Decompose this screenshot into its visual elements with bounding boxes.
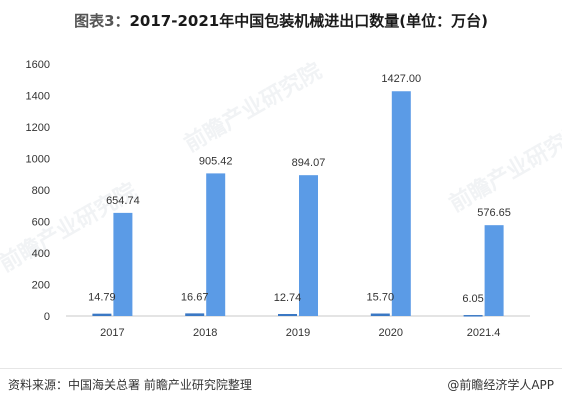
- data-label-series-2: 654.74: [106, 195, 140, 207]
- bar-series-1-2018: [185, 313, 205, 316]
- y-tick-label: 400: [32, 248, 50, 260]
- data-label-series-1: 12.74: [274, 292, 302, 304]
- data-label-series-2: 1427.00: [381, 73, 421, 85]
- data-label-series-2: 894.07: [292, 157, 326, 169]
- bar-series-2-2019: [299, 175, 318, 316]
- chart-title-text: 2017-2021年中国包装机械进出口数量(单位：万台): [129, 12, 488, 30]
- bar-series-2-2017: [113, 212, 133, 316]
- y-tick-label: 800: [32, 185, 50, 197]
- y-tick-label: 0: [44, 311, 50, 323]
- x-tick-label: 2020: [379, 327, 403, 339]
- data-label-series-1: 14.79: [88, 292, 116, 304]
- x-tick-label: 2017: [100, 327, 124, 339]
- data-label-series-2: 905.42: [199, 155, 233, 167]
- y-tick-label: 200: [32, 280, 50, 292]
- source-note: 资料来源：中国海关总署 前瞻产业研究院整理: [8, 378, 252, 392]
- y-axis: 0 200 400 600 800 1000 1200 1400 1600: [26, 59, 50, 323]
- y-tick-label: 1600: [26, 59, 50, 71]
- y-tick-label: 1200: [26, 122, 50, 134]
- y-tick-label: 1000: [26, 154, 50, 166]
- y-tick-label: 1400: [26, 91, 50, 103]
- x-axis: 2017 2018 2019 2020 2021.4: [100, 327, 500, 339]
- x-tick-label: 2019: [286, 327, 310, 339]
- bars-group: [92, 91, 504, 317]
- bar-series-2-2021.4: [484, 225, 504, 316]
- bar-series-1-2020: [370, 313, 390, 316]
- data-labels-group: 14.79 654.74 16.67 905.42 12.74 894.07 15.70 14…: [88, 73, 511, 305]
- bar-series-1-2019: [278, 313, 297, 316]
- footer-divider: [0, 368, 562, 369]
- bar-series-2-2018: [206, 173, 226, 316]
- chart-title-prefix: 图表3：: [74, 12, 130, 30]
- data-label-series-2: 576.65: [477, 207, 511, 219]
- x-tick-label: 2021.4: [467, 327, 501, 339]
- chart-title: 图表3：2017-2021年中国包装机械进出口数量(单位：万台): [0, 10, 562, 31]
- bar-series-1-2017: [92, 313, 112, 316]
- data-label-series-1: 16.67: [181, 291, 209, 303]
- y-tick-label: 600: [32, 217, 50, 229]
- data-label-series-1: 6.05: [462, 293, 483, 305]
- credit-note: @前瞻经济学人APP: [447, 378, 554, 392]
- data-label-series-1: 15.70: [367, 292, 395, 304]
- x-tick-label: 2018: [193, 327, 217, 339]
- bar-series-2-2020: [391, 91, 411, 316]
- bar-series-1-2021.4: [463, 315, 483, 317]
